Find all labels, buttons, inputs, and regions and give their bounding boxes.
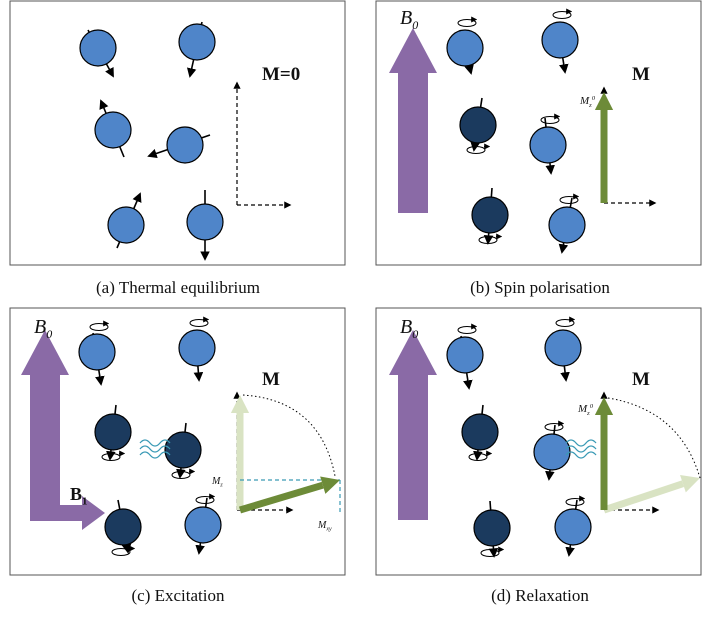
- spin: [79, 334, 115, 370]
- precession: [196, 497, 214, 504]
- caption: (d) Relaxation: [491, 586, 589, 605]
- label-sub: xy: [325, 527, 332, 533]
- precession: [556, 320, 574, 327]
- spin: [460, 107, 496, 143]
- spin: [108, 207, 144, 243]
- precession: [481, 550, 499, 557]
- trajectory: [608, 398, 700, 478]
- spin: [185, 507, 221, 543]
- caption: (c) Excitation: [132, 586, 225, 605]
- b0-arrow: [389, 330, 437, 520]
- spin: [165, 432, 201, 468]
- label-sub: z: [586, 410, 590, 417]
- label: B0: [400, 316, 418, 341]
- label-main: M: [262, 369, 280, 390]
- label-sub: z: [219, 483, 223, 489]
- spin: [472, 197, 508, 233]
- label: Mxy: [317, 520, 332, 533]
- label-sup: 0: [590, 403, 594, 410]
- precession: [553, 12, 571, 19]
- figure: (a) Thermal equilibrium (b) Spin polarisa…: [0, 0, 702, 619]
- label: Mz: [211, 476, 223, 489]
- spin: [549, 207, 585, 243]
- spin: [179, 330, 215, 366]
- spin: [555, 509, 591, 545]
- spin: [447, 337, 483, 373]
- label-sub: 1: [82, 496, 87, 508]
- precession: [90, 324, 108, 331]
- caption: (b) Spin polarisation: [470, 278, 610, 297]
- precession: [190, 320, 208, 327]
- m-arrow: [604, 484, 683, 510]
- m-arrow-head: [595, 92, 613, 110]
- label: M: [262, 369, 280, 390]
- label-main: B: [400, 316, 412, 338]
- label: M=0: [262, 64, 300, 85]
- label-main: B: [400, 7, 412, 29]
- spin: [447, 30, 483, 66]
- label: B0: [34, 316, 52, 341]
- label-sub: 0: [412, 18, 418, 32]
- precession: [467, 147, 485, 154]
- label-main: M=0: [262, 64, 300, 85]
- m-arrow: [240, 485, 323, 510]
- precession: [566, 499, 584, 506]
- spin: [167, 127, 203, 163]
- rf-wave: [566, 440, 596, 446]
- spin: [187, 204, 223, 240]
- label-sub: z: [588, 102, 592, 109]
- label: B0: [400, 7, 418, 32]
- spin: [530, 127, 566, 163]
- b0-arrow: [389, 28, 437, 213]
- label-main: M: [632, 369, 650, 390]
- label-sub: 0: [46, 327, 52, 341]
- m-arrow-head: [595, 397, 613, 415]
- spin: [542, 22, 578, 58]
- label: B1: [70, 484, 87, 508]
- label-main: B: [34, 316, 46, 338]
- precession: [541, 117, 559, 124]
- spin: [105, 509, 141, 545]
- m-arrow-head: [231, 395, 249, 413]
- spin: [95, 414, 131, 450]
- spin: [95, 112, 131, 148]
- m-arrow-head: [320, 476, 340, 493]
- spin: [462, 414, 498, 450]
- label: Mz0: [577, 403, 594, 417]
- spin: [179, 24, 215, 60]
- precession: [458, 327, 476, 334]
- precession: [560, 197, 578, 204]
- spin: [534, 434, 570, 470]
- label: M: [632, 64, 650, 85]
- spin: [474, 510, 510, 546]
- spin: [545, 330, 581, 366]
- label: Mz0: [579, 95, 596, 109]
- label: M: [632, 369, 650, 390]
- label-main: B: [70, 484, 82, 504]
- trajectory: [243, 395, 335, 476]
- spin: [80, 30, 116, 66]
- label-main: M: [632, 64, 650, 85]
- label-sub: 0: [412, 327, 418, 341]
- label-sup: 0: [592, 95, 596, 102]
- caption: (a) Thermal equilibrium: [96, 278, 260, 297]
- b0-arrow: [21, 330, 69, 520]
- m-arrow-head: [680, 475, 700, 492]
- precession: [458, 20, 476, 27]
